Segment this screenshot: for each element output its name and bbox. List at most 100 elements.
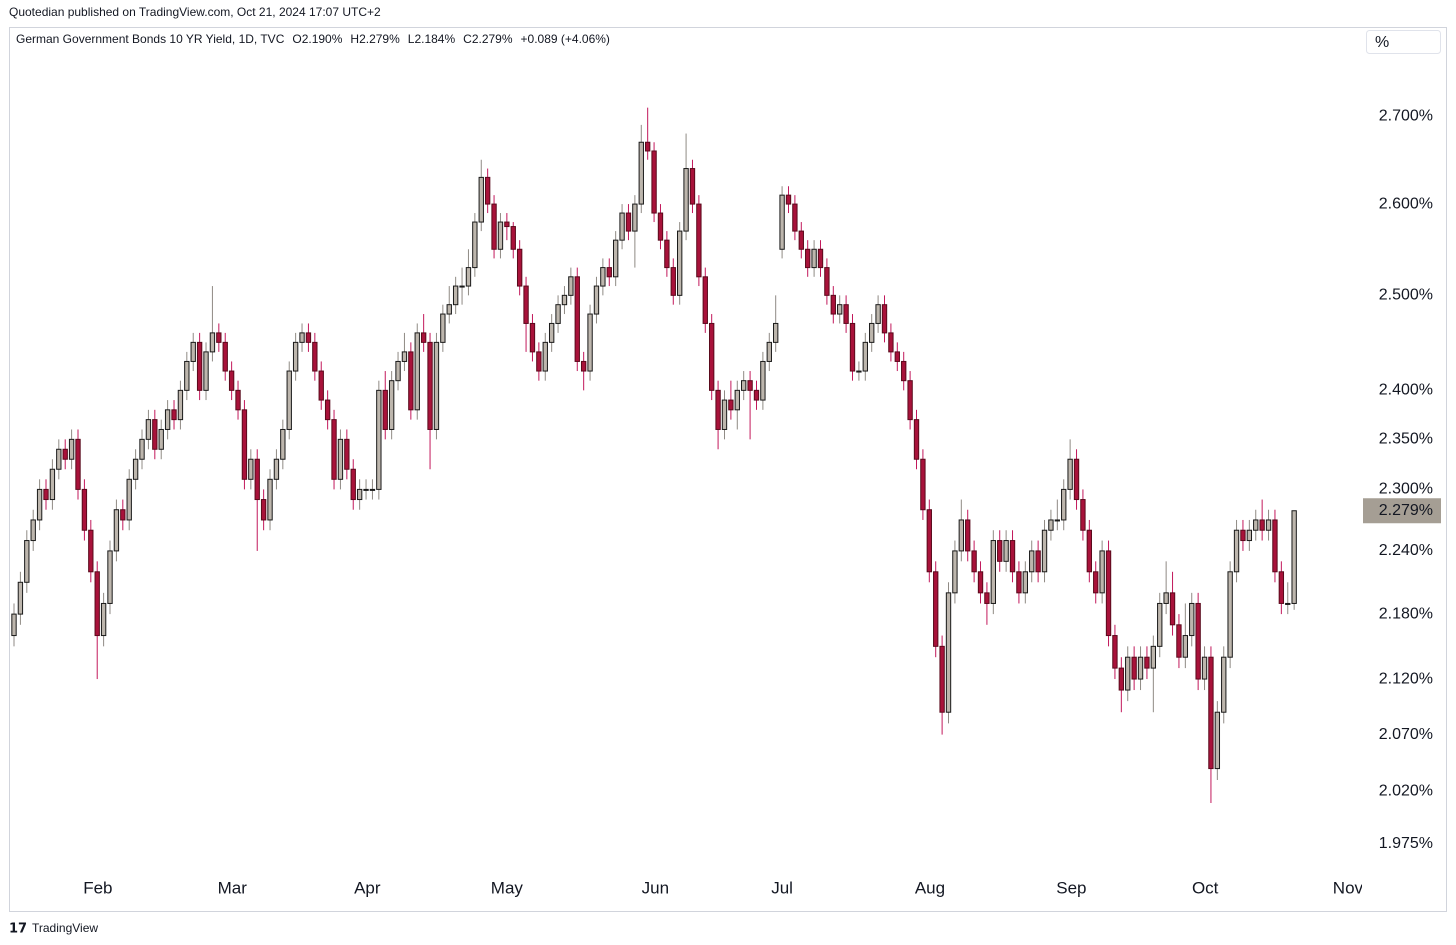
- candle-body: [747, 380, 753, 391]
- candle-body: [1080, 499, 1086, 531]
- candle-body: [139, 438, 145, 460]
- candle-body: [100, 602, 107, 637]
- legend: German Government Bonds 10 YR Yield, 1D,…: [16, 32, 610, 46]
- candle-body: [318, 370, 324, 401]
- candle-body: [472, 221, 478, 269]
- plot-area: Feb Mar Apr May Jun Jul Aug Sep Oct Nov: [11, 107, 1364, 897]
- candle-body: [113, 509, 120, 552]
- candle-body: [36, 488, 43, 521]
- candle-body: [1169, 592, 1176, 626]
- scale-button-label[interactable]: %: [1375, 34, 1389, 51]
- candle-body: [49, 468, 56, 501]
- candle-body: [523, 285, 529, 324]
- candle-body: [862, 341, 868, 372]
- candle-body: [1253, 519, 1259, 531]
- candle-body: [280, 428, 286, 460]
- candle-body: [1118, 667, 1125, 691]
- candle-body: [1163, 592, 1169, 604]
- y-tick-label: 1.975%: [1379, 835, 1433, 852]
- candle-body: [913, 419, 920, 460]
- candle-body: [1150, 645, 1157, 669]
- candle-body: [555, 304, 561, 324]
- candle-body: [465, 267, 472, 287]
- y-tick-label: 2.600%: [1379, 195, 1433, 212]
- candle-body: [1054, 519, 1061, 522]
- candle-body: [536, 351, 542, 372]
- x-tick-label: Nov: [1333, 878, 1364, 897]
- candle-body: [1067, 458, 1073, 490]
- candle-body: [1278, 571, 1285, 604]
- x-tick-label: Apr: [354, 878, 381, 897]
- candle-body: [1125, 656, 1131, 691]
- chart-frame: [9, 27, 1447, 912]
- candle-body: [677, 230, 683, 296]
- candle-body: [292, 341, 299, 372]
- candle-body: [1022, 571, 1028, 594]
- candle-body: [1073, 458, 1080, 501]
- candle-body: [510, 226, 516, 250]
- x-tick-label: May: [491, 878, 524, 897]
- candle-body: [1105, 550, 1112, 637]
- candle-body: [580, 360, 587, 372]
- candle-body: [401, 351, 408, 362]
- candle-body: [107, 550, 113, 604]
- candle-body: [1131, 656, 1137, 680]
- candle-body: [644, 141, 651, 152]
- candle-body: [88, 529, 94, 573]
- candle-body: [933, 571, 939, 647]
- candle-body: [632, 203, 638, 232]
- candle-body: [728, 399, 734, 411]
- candle-body: [875, 304, 881, 324]
- candle-body: [766, 341, 772, 362]
- candle-body: [1003, 540, 1009, 562]
- candle-body: [958, 519, 964, 552]
- candle-body: [120, 509, 126, 521]
- legend-value: O2.190%: [292, 32, 342, 46]
- candle-body: [1240, 529, 1246, 542]
- x-tick-label: Mar: [218, 878, 248, 897]
- candle-body: [753, 389, 760, 401]
- candle-body: [356, 488, 363, 501]
- candle-body: [612, 239, 619, 278]
- candle-body: [881, 304, 888, 334]
- legend-symbol: German Government Bonds 10 YR Yield, 1D,…: [16, 32, 285, 46]
- candle-body: [209, 332, 216, 353]
- candle-body: [651, 150, 657, 214]
- y-tick-label: 2.400%: [1379, 382, 1433, 399]
- candle-body: [286, 370, 292, 430]
- candle-body: [497, 221, 504, 250]
- candle-body: [81, 488, 88, 531]
- candle-body: [792, 203, 798, 232]
- candle-body: [1176, 624, 1182, 658]
- candle-body: [830, 294, 836, 315]
- brand-name: TradingView: [32, 921, 98, 935]
- candle-body: [1099, 550, 1105, 594]
- scale-button[interactable]: [1366, 30, 1441, 54]
- candle-body: [824, 267, 830, 296]
- candle-body: [888, 332, 894, 353]
- candle-body: [267, 478, 273, 521]
- candle-body: [1259, 519, 1265, 531]
- last-price-box: [1363, 498, 1441, 524]
- candle-body: [1233, 529, 1240, 573]
- y-tick-label: 2.350%: [1379, 431, 1433, 448]
- candle-body: [152, 419, 158, 450]
- candle-body: [158, 428, 164, 450]
- candle-body: [177, 389, 184, 421]
- y-tick-label: 2.240%: [1379, 542, 1433, 559]
- candle-body: [773, 322, 779, 343]
- x-tick-label: Feb: [83, 878, 112, 897]
- candle-body: [395, 360, 401, 382]
- candle-body: [1195, 602, 1201, 680]
- candle-body: [1093, 571, 1099, 594]
- candle-body: [299, 332, 305, 343]
- candle-body: [901, 360, 907, 382]
- candle-body: [843, 304, 849, 324]
- candle-body: [1182, 635, 1189, 658]
- candle-body: [75, 438, 81, 490]
- candle-body: [939, 645, 945, 713]
- candle-body: [1086, 529, 1093, 573]
- candle-body: [235, 389, 241, 411]
- y-tick-label: 2.070%: [1379, 726, 1433, 743]
- candle-body: [779, 194, 785, 250]
